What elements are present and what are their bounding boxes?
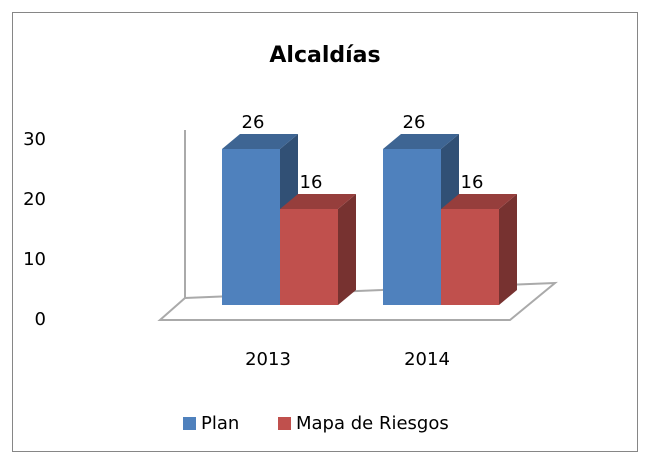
bar-side: [338, 194, 356, 305]
bar-front: [222, 149, 280, 305]
legend-swatch: [278, 417, 291, 430]
legend-label: Mapa de Riesgos: [296, 413, 449, 434]
y-tick-label: 20: [23, 189, 46, 210]
bar: [280, 194, 356, 305]
data-label: 16: [461, 172, 484, 193]
data-label: 16: [300, 172, 323, 193]
y-tick-label: 0: [35, 309, 46, 330]
bar-side: [499, 194, 517, 305]
bar-front: [441, 209, 499, 305]
bar-top: [280, 194, 356, 209]
bar-front: [280, 209, 338, 305]
x-tick-label: 2014: [404, 349, 450, 370]
bar-top: [222, 134, 298, 149]
y-tick-label: 30: [23, 129, 46, 150]
x-tick-label: 2013: [245, 349, 291, 370]
chart-title: Alcaldías: [269, 43, 380, 68]
legend-label: Plan: [201, 413, 239, 434]
y-tick-label: 10: [23, 249, 46, 270]
legend-swatch: [183, 417, 196, 430]
bar-top: [441, 194, 517, 209]
data-label: 26: [403, 112, 426, 133]
bar-top: [383, 134, 459, 149]
bar: [441, 194, 517, 305]
bar-front: [383, 149, 441, 305]
data-label: 26: [242, 112, 265, 133]
